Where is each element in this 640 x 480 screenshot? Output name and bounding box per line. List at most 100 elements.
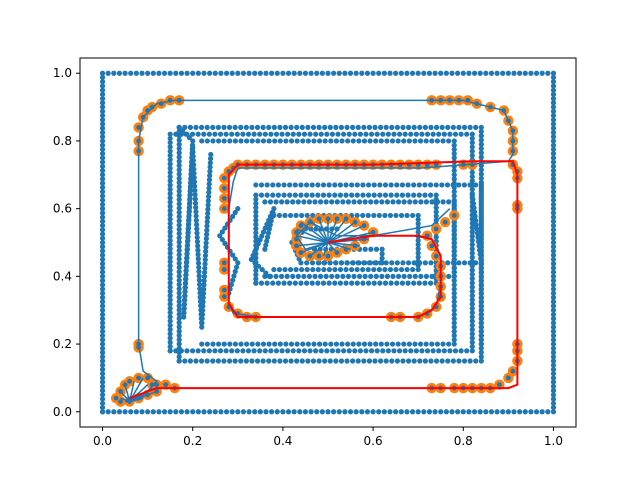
- data-point: [324, 348, 330, 354]
- data-point: [451, 176, 457, 182]
- data-point: [277, 358, 283, 364]
- data-point: [266, 217, 272, 223]
- data-point: [193, 217, 199, 223]
- data-point: [99, 74, 106, 81]
- y-tick-label: 0.6: [53, 202, 72, 216]
- data-point: [474, 230, 480, 236]
- data-point: [382, 280, 389, 286]
- highlight-point-center: [510, 138, 516, 144]
- data-point: [274, 409, 280, 415]
- data-point: [378, 138, 384, 144]
- data-point: [316, 341, 323, 347]
- data-point: [451, 138, 457, 144]
- y-tick-label: 0.4: [53, 269, 72, 283]
- data-point: [399, 280, 405, 286]
- data-point: [259, 233, 265, 239]
- data-point: [350, 260, 356, 266]
- data-point: [380, 131, 386, 137]
- data-point: [230, 252, 236, 258]
- data-point: [228, 281, 234, 288]
- data-point: [332, 182, 338, 188]
- highlight-point-center: [510, 148, 516, 154]
- data-point: [99, 379, 106, 385]
- highlight-point-center: [460, 162, 466, 168]
- data-point: [291, 409, 297, 415]
- data-point: [192, 183, 198, 189]
- data-point: [398, 266, 405, 273]
- data-point: [99, 337, 106, 343]
- data-point: [207, 156, 214, 162]
- data-point: [550, 129, 557, 136]
- data-point: [441, 348, 447, 354]
- highlight-point-center: [370, 229, 376, 235]
- data-point: [298, 280, 304, 286]
- data-point: [176, 180, 182, 186]
- data-point: [550, 307, 557, 313]
- data-point: [322, 341, 328, 347]
- data-point: [264, 238, 270, 244]
- data-point: [550, 184, 557, 191]
- highlight-point-center: [361, 223, 367, 228]
- data-point: [167, 165, 173, 171]
- data-point: [478, 167, 484, 173]
- data-point: [352, 348, 358, 354]
- data-point: [469, 178, 475, 184]
- data-point: [357, 348, 363, 354]
- data-point: [99, 303, 106, 309]
- data-point: [176, 218, 182, 224]
- data-point: [478, 303, 484, 309]
- data-point: [469, 233, 475, 239]
- data-point: [478, 150, 484, 156]
- highlight-point-center: [307, 253, 313, 259]
- highlight-point-center: [334, 250, 340, 256]
- data-point: [105, 70, 111, 76]
- data-point: [253, 267, 259, 274]
- data-point: [156, 70, 162, 76]
- data-point: [176, 328, 182, 334]
- data-point: [189, 348, 196, 354]
- data-point: [451, 244, 457, 250]
- data-point: [218, 70, 224, 76]
- data-point: [423, 199, 430, 205]
- data-point: [320, 192, 327, 198]
- data-point: [517, 70, 523, 76]
- data-point: [206, 348, 212, 354]
- data-point: [243, 124, 249, 130]
- data-point: [329, 199, 335, 205]
- data-point: [550, 104, 557, 110]
- data-point: [477, 70, 483, 76]
- data-point: [329, 348, 336, 354]
- data-point: [296, 131, 302, 137]
- data-point: [385, 131, 391, 137]
- data-point: [250, 252, 256, 259]
- data-point: [354, 212, 360, 219]
- data-point: [469, 348, 475, 354]
- data-point: [550, 231, 557, 237]
- data-point: [186, 212, 192, 219]
- data-point: [455, 409, 461, 415]
- data-point: [299, 212, 305, 219]
- data-point: [285, 70, 292, 76]
- data-point: [451, 228, 457, 234]
- red-route-line: [129, 160, 519, 400]
- data-point: [191, 166, 197, 172]
- data-point: [434, 138, 441, 144]
- data-point: [277, 341, 283, 347]
- data-point: [407, 199, 413, 205]
- data-point: [221, 341, 227, 347]
- highlight-point-center: [510, 128, 516, 134]
- data-point: [422, 280, 428, 286]
- data-point: [461, 124, 468, 130]
- data-point: [362, 260, 368, 266]
- data-point: [99, 311, 106, 318]
- data-point: [99, 235, 106, 241]
- data-point: [99, 125, 106, 131]
- data-point: [539, 409, 545, 415]
- data-point: [451, 332, 457, 339]
- data-point: [199, 311, 206, 318]
- data-point: [398, 70, 404, 76]
- data-point: [183, 276, 189, 282]
- data-point: [203, 236, 209, 242]
- data-point: [550, 167, 557, 174]
- data-point: [181, 301, 187, 307]
